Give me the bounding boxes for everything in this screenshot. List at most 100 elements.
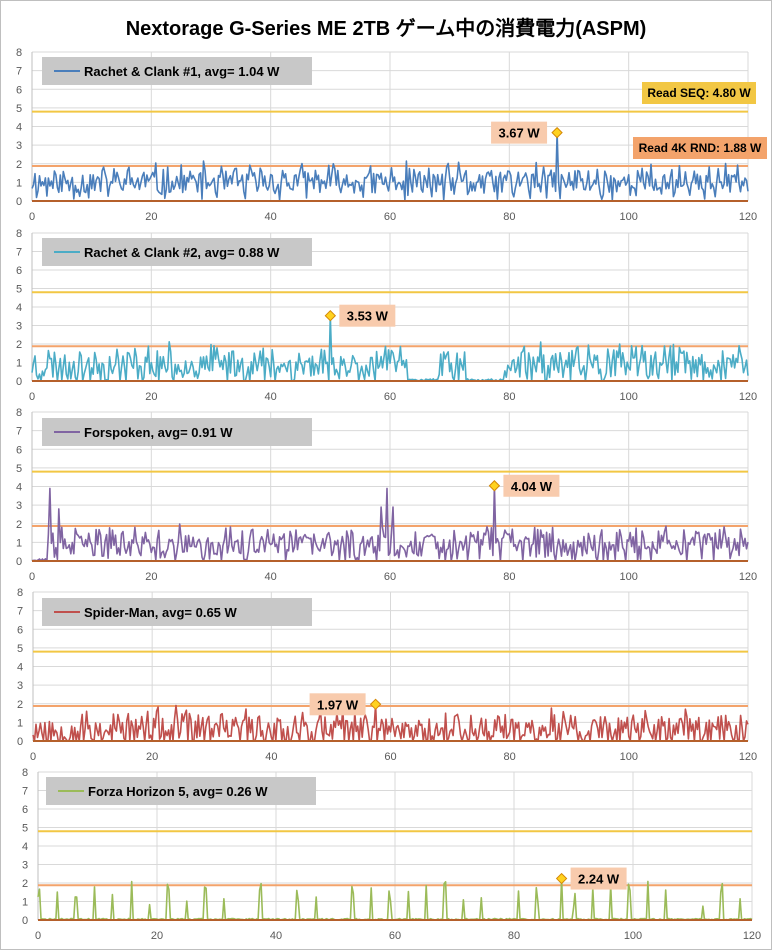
x-tick-label: 120 (739, 751, 757, 763)
reference-label: Read SEQ: 4.80 W (647, 86, 751, 100)
x-tick-label: 120 (743, 930, 761, 942)
y-tick-label: 7 (16, 66, 22, 78)
x-tick-label: 60 (384, 211, 396, 223)
y-tick-label: 3 (16, 500, 22, 512)
chart-title: Nextorage G-Series ME 2TB ゲーム中の消費電力(ASPM… (125, 18, 647, 40)
peak-label-box (491, 121, 548, 144)
y-tick-label: 2 (17, 699, 23, 711)
y-tick-label: 6 (17, 624, 23, 636)
y-tick-label: 5 (22, 823, 28, 835)
y-tick-label: 2 (16, 339, 22, 351)
y-tick-label: 1 (16, 177, 22, 189)
peak-label: 3.67 W (498, 126, 540, 141)
x-tick-label: 0 (29, 571, 35, 583)
peak-marker (369, 698, 382, 711)
x-tick-label: 20 (145, 211, 157, 223)
peak-label: 4.04 W (511, 479, 553, 494)
peak-label-box (503, 474, 560, 497)
y-tick-label: 4 (16, 302, 22, 314)
x-tick-label: 80 (504, 751, 516, 763)
x-tick-label: 60 (384, 391, 396, 403)
peak-label-box (309, 693, 366, 716)
y-tick-label: 1 (22, 897, 28, 909)
x-tick-label: 120 (739, 391, 757, 403)
x-tick-label: 100 (619, 211, 637, 223)
legend-box (46, 777, 316, 805)
y-tick-label: 8 (16, 407, 22, 419)
y-tick-label: 2 (16, 519, 22, 531)
legend-box (42, 598, 312, 626)
series-line (31, 485, 749, 562)
peak-marker (551, 126, 563, 139)
y-tick-label: 8 (16, 47, 22, 59)
y-tick-label: 0 (17, 736, 23, 748)
legend-box (42, 57, 312, 85)
y-tick-label: 7 (16, 247, 22, 259)
x-tick-label: 100 (619, 391, 637, 403)
y-tick-label: 4 (22, 841, 28, 853)
legend-box (42, 418, 312, 446)
x-tick-label: 80 (503, 571, 515, 583)
x-tick-label: 20 (151, 930, 163, 942)
y-tick-label: 0 (16, 196, 22, 208)
y-tick-label: 0 (22, 915, 28, 927)
x-tick-label: 20 (145, 391, 157, 403)
x-tick-label: 40 (265, 391, 277, 403)
x-tick-label: 60 (384, 751, 396, 763)
x-tick-label: 0 (29, 211, 35, 223)
legend-label: Rachet & Clank #1, avg= 1.04 W (84, 64, 280, 79)
y-tick-label: 8 (17, 587, 23, 599)
y-tick-label: 8 (16, 228, 22, 240)
x-tick-label: 20 (145, 571, 157, 583)
peak-label: 2.24 W (578, 872, 620, 887)
peak-marker (488, 480, 501, 492)
y-tick-label: 5 (16, 284, 22, 296)
reference-label-box (642, 82, 756, 104)
y-tick-label: 1 (16, 358, 22, 370)
y-tick-label: 2 (22, 878, 28, 890)
peak-label: 1.97 W (317, 697, 359, 712)
y-tick-label: 5 (16, 103, 22, 115)
reference-label-box (633, 137, 767, 159)
series-line (31, 131, 749, 201)
y-tick-label: 3 (22, 860, 28, 872)
x-tick-label: 120 (739, 571, 757, 583)
x-tick-label: 80 (503, 391, 515, 403)
y-tick-label: 1 (16, 537, 22, 549)
y-tick-label: 1 (17, 717, 23, 729)
reference-label: Read 4K RND: 1.88 W (639, 141, 762, 155)
series-line (31, 314, 749, 382)
peak-marker (555, 872, 568, 885)
legend-label: Forza Horizon 5, avg= 0.26 W (88, 784, 268, 799)
x-tick-label: 100 (619, 571, 637, 583)
y-tick-label: 4 (17, 662, 23, 674)
y-tick-label: 3 (17, 680, 23, 692)
x-tick-label: 0 (30, 751, 36, 763)
y-tick-label: 6 (16, 444, 22, 456)
y-tick-label: 3 (16, 321, 22, 333)
x-tick-label: 100 (624, 930, 642, 942)
y-tick-label: 8 (22, 767, 28, 779)
y-tick-label: 2 (16, 159, 22, 171)
x-tick-label: 40 (265, 751, 277, 763)
legend-label: Forspoken, avg= 0.91 W (84, 425, 233, 440)
y-tick-label: 3 (16, 140, 22, 152)
y-tick-label: 5 (17, 643, 23, 655)
y-tick-label: 0 (16, 556, 22, 568)
y-tick-label: 6 (16, 84, 22, 96)
x-tick-label: 60 (389, 930, 401, 942)
legend-label: Spider-Man, avg= 0.65 W (84, 605, 238, 620)
x-tick-label: 120 (739, 211, 757, 223)
x-tick-label: 100 (620, 751, 638, 763)
y-tick-label: 6 (22, 804, 28, 816)
x-tick-label: 40 (265, 211, 277, 223)
legend-label: Rachet & Clank #2, avg= 0.88 W (84, 245, 280, 260)
x-tick-label: 80 (503, 211, 515, 223)
x-tick-label: 0 (35, 930, 41, 942)
